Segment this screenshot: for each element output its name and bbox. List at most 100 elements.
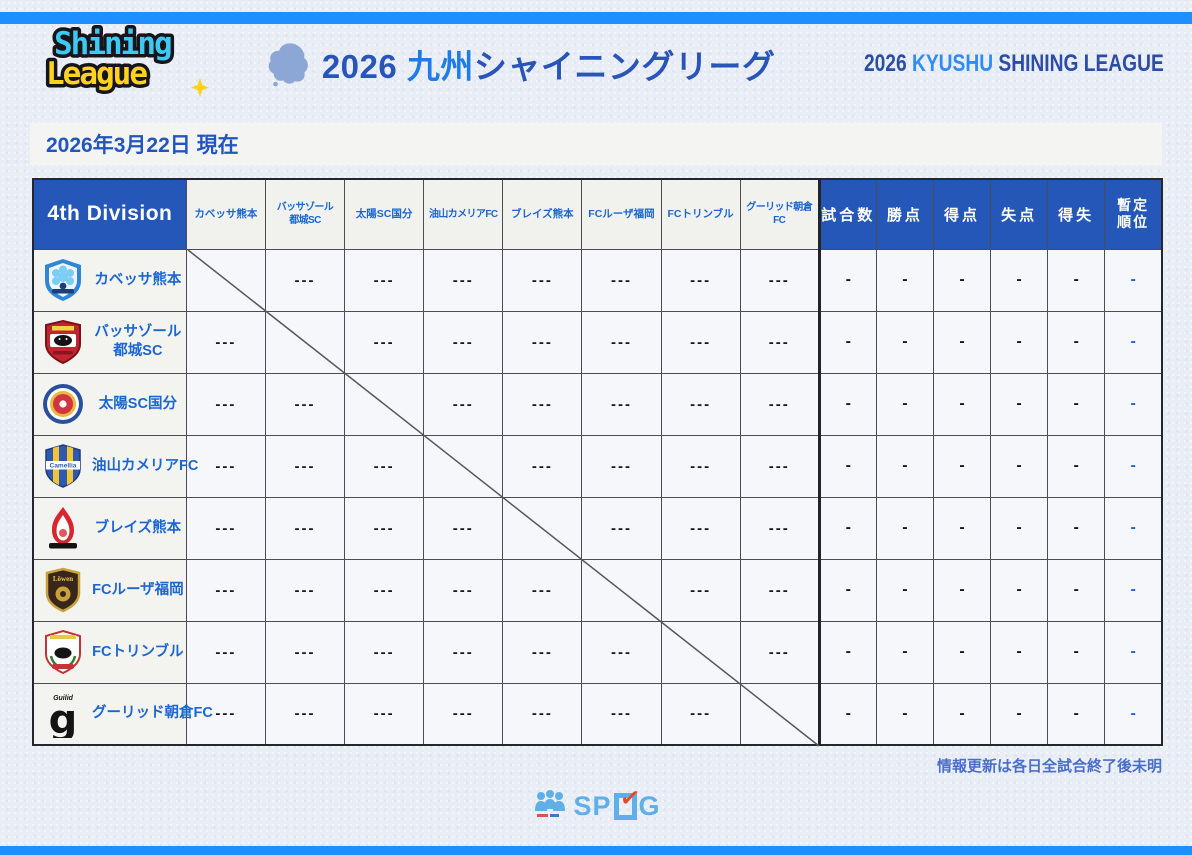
league-table: 4th Division カベッサ熊本 バッサゾール 都城SC 太陽SC国分 油山カメリア… [32, 178, 1163, 746]
logo-word-shining: Shining [54, 26, 171, 62]
svg-text:g: g [49, 697, 78, 738]
matrix-result-cell: --- [739, 558, 820, 622]
matrix-result-cell: --- [739, 248, 820, 312]
team-name: FCルーザ福岡 [92, 581, 184, 598]
matrix-col-header: ブレイズ熊本 [502, 178, 583, 250]
matrix-result-cell: --- [264, 372, 346, 436]
stat-cell: - [1047, 248, 1106, 312]
team-row-header: カベッサ熊本 [32, 248, 187, 312]
rank-cell: - [1104, 310, 1163, 374]
logo-word-league: League [46, 56, 147, 92]
top-accent-bar [0, 12, 1192, 24]
matrix-result-cell: --- [502, 248, 583, 312]
shining-league-logo: Shining League [32, 18, 250, 111]
matrix-self-cell [264, 310, 346, 374]
matrix-result-cell: --- [185, 372, 266, 436]
stat-cell: - [1047, 620, 1106, 684]
matrix-result-cell: --- [264, 496, 346, 560]
matrix-result-cell: --- [660, 372, 741, 436]
team-row: Löwen FCルーザ福岡 --- --- --- --- --- --- --- - - - - - - [32, 558, 1163, 622]
matrix-result-cell: --- [423, 682, 504, 746]
stat-col-header: 試合数 [817, 178, 877, 250]
spog-people-icon [535, 790, 566, 817]
team-name: 太陽SC国分 [98, 395, 177, 412]
matrix-result-cell: --- [344, 558, 425, 622]
matrix-col-header: カベッサ熊本 [185, 178, 266, 250]
matrix-col-header: FCルーザ福岡 [581, 178, 662, 250]
stat-cell: - [932, 620, 992, 684]
matrix-result-cell: --- [423, 620, 504, 684]
stat-col-header: 得失 [1047, 178, 1106, 250]
matrix-self-cell [660, 620, 741, 684]
stat-cell: - [990, 682, 1049, 746]
sponsor-prefix: SP [573, 790, 612, 821]
stat-cell: - [817, 248, 877, 312]
rank-cell: - [1104, 496, 1163, 560]
team-row: カベッサ熊本 --- --- --- --- --- --- --- - - - - - - [32, 248, 1163, 312]
matrix-result-cell: --- [581, 310, 662, 374]
matrix-result-cell: --- [185, 496, 266, 560]
matrix-result-cell: --- [423, 558, 504, 622]
team-name: 油山カメリアFC [92, 457, 199, 474]
update-note: 情報更新は各日全試合終了後未明 [0, 755, 1162, 776]
matrix-result-cell: --- [581, 372, 662, 436]
english-title-year: 2026 [864, 50, 913, 77]
matrix-result-cell: --- [502, 682, 583, 746]
date-banner: 2026年3月22日 現在 [30, 123, 1162, 165]
matrix-col-header: グーリッド朝倉FC [739, 178, 820, 250]
stat-cell: - [990, 558, 1049, 622]
team-name: バッサゾール 都城SC [94, 324, 182, 359]
matrix-result-cell: --- [660, 248, 741, 312]
stat-cell: - [1047, 558, 1106, 622]
stat-col-header: 暫定 順位 [1104, 178, 1163, 250]
fc-trimble-crest [45, 629, 81, 675]
kyushu-map-icon [268, 43, 308, 87]
stat-col-header: 失点 [990, 178, 1049, 250]
taiyo-sc-kokubu-crest [43, 384, 83, 424]
stat-cell: - [1047, 310, 1106, 374]
rank-cell: - [1104, 248, 1163, 312]
rank-cell: - [1104, 558, 1163, 622]
stat-cell: - [990, 496, 1049, 560]
stat-cell: - [932, 682, 992, 746]
team-row: Camellia 油山カメリアFC --- --- --- --- --- --- --- - - -… [32, 434, 1163, 498]
main-title: 2026 九州シャイニングリーグ [250, 40, 789, 88]
matrix-result-cell: --- [344, 496, 425, 560]
matrix-result-cell: --- [264, 434, 346, 498]
matrix-self-cell [581, 558, 662, 622]
stat-cell: - [875, 372, 934, 436]
stat-cell: - [817, 558, 877, 622]
stat-cell: - [990, 434, 1049, 498]
matrix-self-cell [739, 682, 820, 746]
stat-cell: - [990, 310, 1049, 374]
matrix-result-cell: --- [660, 682, 741, 746]
stat-cell: - [1047, 496, 1106, 560]
update-note-text: 情報更新は各日全試合終了後未明 [936, 758, 1162, 775]
matrix-result-cell: --- [264, 248, 346, 312]
team-row: ブレイズ熊本 --- --- --- --- --- --- --- - - - - - - [32, 496, 1163, 560]
matrix-result-cell: --- [502, 310, 583, 374]
sponsor-suffix: G [638, 790, 661, 821]
team-row: FCトリンブル --- --- --- --- --- --- --- - - - - - - [32, 620, 1163, 684]
matrix-result-cell: --- [344, 248, 425, 312]
matrix-result-cell: --- [344, 434, 425, 498]
matrix-col-header: FCトリンブル [660, 178, 741, 250]
matrix-result-cell: --- [423, 310, 504, 374]
check-mark-icon: ✓ [617, 783, 643, 813]
team-name: カベッサ熊本 [94, 271, 182, 288]
stat-cell: - [817, 372, 877, 436]
stat-cell: - [1047, 682, 1106, 746]
matrix-self-cell [185, 248, 266, 312]
english-title-league: SHINING LEAGUE [998, 50, 1164, 77]
matrix-result-cell: --- [581, 620, 662, 684]
matrix-result-cell: --- [344, 620, 425, 684]
team-row-header: Camellia 油山カメリアFC [32, 434, 198, 498]
stat-col-header: 得点 [932, 178, 992, 250]
stat-cell: - [875, 682, 934, 746]
fc-loewen-fukuoka-crest: Löwen [45, 567, 81, 613]
team-row-header: ブレイズ熊本 [32, 496, 187, 560]
team-row-header: 太陽SC国分 [32, 372, 187, 436]
svg-text:Löwen: Löwen [53, 575, 73, 583]
shining-league-logo-icon: Shining League [43, 22, 209, 97]
stat-cell: - [875, 496, 934, 560]
